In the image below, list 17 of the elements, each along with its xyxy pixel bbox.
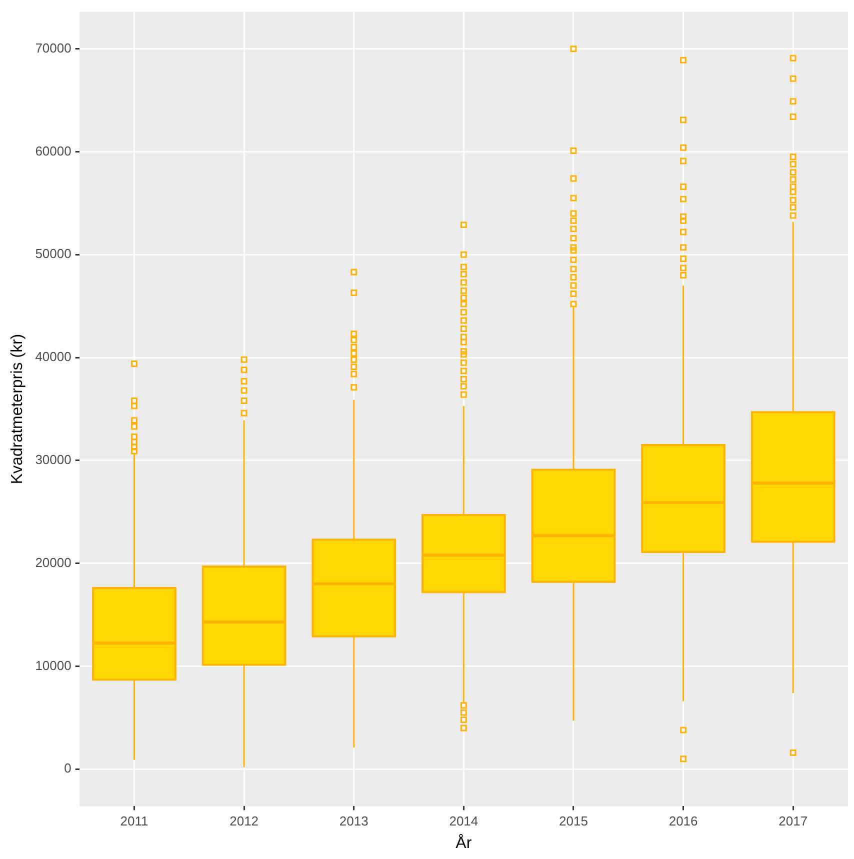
x-tick-label: 2017 xyxy=(778,814,808,829)
y-tick-label: 60000 xyxy=(35,143,72,158)
x-tick-label: 2011 xyxy=(120,814,148,829)
y-tick-label: 20000 xyxy=(35,554,72,570)
y-tick-label: 10000 xyxy=(35,658,72,673)
y-axis-title: Kvadratmeterpris (kr) xyxy=(9,334,26,484)
y-tick-label: 50000 xyxy=(35,246,72,262)
y-tick-label: 30000 xyxy=(35,452,72,468)
y-tick-label: 70000 xyxy=(35,40,72,56)
y-tick-label: 40000 xyxy=(35,349,72,364)
x-axis-title: År xyxy=(456,834,472,852)
x-tick-label: 2015 xyxy=(559,814,588,829)
x-tick-label: 2016 xyxy=(668,814,698,829)
y-tick-label: 0 xyxy=(64,760,72,776)
x-tick-label: 2014 xyxy=(449,814,478,829)
x-tick-label: 2012 xyxy=(230,814,259,829)
x-tick-label: 2013 xyxy=(339,814,368,829)
